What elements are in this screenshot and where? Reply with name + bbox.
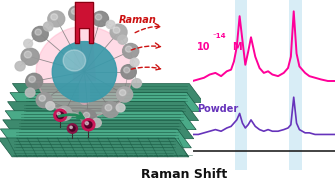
Polygon shape	[0, 138, 189, 157]
Circle shape	[102, 102, 119, 118]
Circle shape	[48, 11, 65, 27]
Circle shape	[116, 104, 125, 112]
Circle shape	[67, 124, 77, 133]
Circle shape	[70, 126, 72, 129]
Bar	[289, 0, 302, 170]
Circle shape	[123, 43, 139, 59]
Polygon shape	[8, 102, 199, 121]
Text: Raman Shift: Raman Shift	[141, 168, 227, 181]
Circle shape	[92, 118, 101, 127]
Circle shape	[36, 26, 133, 117]
Circle shape	[82, 119, 95, 131]
Circle shape	[46, 102, 55, 110]
Polygon shape	[10, 93, 201, 112]
Circle shape	[105, 105, 112, 111]
Polygon shape	[12, 84, 203, 102]
Circle shape	[59, 109, 65, 115]
Polygon shape	[5, 111, 196, 130]
Circle shape	[124, 67, 130, 73]
Circle shape	[29, 76, 36, 82]
Circle shape	[24, 51, 31, 58]
Circle shape	[35, 29, 42, 35]
Circle shape	[52, 42, 117, 102]
Polygon shape	[0, 129, 191, 148]
Circle shape	[57, 112, 60, 115]
Circle shape	[26, 73, 43, 89]
Circle shape	[85, 122, 88, 125]
Circle shape	[21, 48, 39, 65]
Text: ⁻14: ⁻14	[212, 33, 226, 39]
Bar	[235, 0, 248, 170]
Circle shape	[70, 126, 75, 131]
Text: Raman: Raman	[119, 15, 157, 25]
Polygon shape	[73, 43, 96, 81]
Circle shape	[85, 121, 92, 128]
Circle shape	[32, 26, 48, 42]
Circle shape	[119, 90, 126, 96]
Circle shape	[110, 24, 127, 40]
Circle shape	[125, 46, 132, 52]
Circle shape	[39, 95, 46, 101]
Polygon shape	[75, 2, 93, 43]
Circle shape	[54, 109, 67, 121]
Circle shape	[63, 50, 86, 71]
Circle shape	[106, 20, 115, 29]
Circle shape	[51, 14, 58, 20]
Circle shape	[83, 112, 90, 118]
Circle shape	[71, 9, 77, 14]
Circle shape	[69, 6, 84, 20]
Circle shape	[15, 61, 25, 71]
Circle shape	[130, 58, 139, 67]
Circle shape	[92, 11, 109, 26]
Circle shape	[57, 106, 72, 121]
Circle shape	[44, 22, 53, 31]
Circle shape	[36, 93, 52, 108]
Circle shape	[117, 87, 133, 102]
Circle shape	[132, 79, 141, 88]
Circle shape	[24, 39, 32, 48]
Circle shape	[25, 88, 35, 97]
Circle shape	[80, 110, 96, 125]
Circle shape	[118, 35, 127, 44]
Circle shape	[57, 112, 64, 119]
Text: Powder: Powder	[197, 104, 238, 114]
Text: M: M	[232, 42, 242, 52]
Polygon shape	[3, 120, 194, 139]
Circle shape	[121, 65, 136, 79]
Circle shape	[113, 27, 120, 33]
Circle shape	[95, 14, 102, 20]
Text: 10: 10	[197, 42, 210, 52]
